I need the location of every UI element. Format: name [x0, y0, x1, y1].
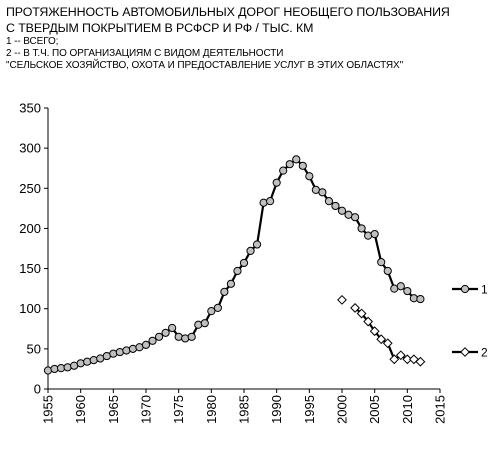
series-1-point: [357, 224, 366, 233]
legend-1-label: 1: [481, 283, 488, 297]
series-2-point: [415, 356, 426, 367]
series-1-point: [187, 332, 196, 341]
series-1-point: [109, 349, 118, 358]
series-1-point: [396, 282, 405, 291]
series-2-point: [389, 354, 400, 365]
x-tick-label: 2015: [433, 395, 448, 424]
series-1-point: [239, 258, 249, 268]
series-1-point: [200, 319, 209, 328]
x-tick-label: 1980: [204, 395, 219, 424]
series-2-point: [395, 350, 406, 361]
series-1-point: [207, 307, 216, 316]
series-1-point: [350, 213, 360, 222]
chart-header: ПРОТЯЖЕННОСТЬ АВТОМОБИЛЬНЫХ ДОРОГ НЕОБЩЕ…: [6, 4, 492, 72]
series-1-point: [76, 359, 85, 368]
series-1-point: [128, 344, 138, 353]
legend-2-marker: [460, 347, 470, 357]
x-tick-label: 1995: [302, 395, 317, 424]
series-2-point: [337, 294, 347, 305]
series-1-point: [370, 229, 379, 239]
series-1-point: [115, 347, 124, 357]
series-1-point: [298, 161, 307, 170]
series-1-point: [89, 355, 98, 365]
x-tick-label: 1960: [73, 395, 88, 424]
series-1-point: [331, 201, 340, 211]
series-1-point: [259, 198, 268, 207]
x-tick-label: 2000: [335, 395, 350, 424]
x-tick-label: 2010: [400, 395, 415, 424]
series-1-point: [285, 160, 294, 169]
series-1-point: [63, 363, 72, 372]
y-tick-label: 0: [34, 382, 41, 397]
x-tick-label: 1970: [139, 395, 154, 424]
series-1-point: [122, 346, 131, 355]
series-1-point: [403, 286, 412, 296]
series-1-point: [141, 340, 151, 349]
chart-note-line-2: 2 -- В Т.Ч. ПО ОРГАНИЗАЦИЯМ С ВИДОМ ДЕЯТ…: [6, 48, 284, 59]
series-1-point: [154, 332, 164, 341]
series-1-point: [324, 197, 334, 206]
legend-2-label: 2: [481, 346, 488, 360]
series-1-point: [246, 246, 255, 256]
series-1-point: [252, 240, 262, 249]
y-tick-label: 50: [27, 341, 41, 356]
series-1-point: [383, 266, 392, 276]
y-tick-label: 150: [19, 261, 41, 276]
series-1-point: [272, 178, 281, 187]
chart-note-line-1: 1 -- ВСЕГО;: [6, 36, 59, 47]
x-tick-label: 1955: [41, 395, 56, 424]
y-tick-label: 350: [19, 101, 41, 116]
x-tick-label: 1975: [171, 395, 186, 424]
series-2-point: [350, 303, 360, 313]
x-tick-label: 1990: [269, 395, 284, 424]
series-2-point: [382, 338, 393, 349]
series-1-point: [266, 197, 275, 206]
chart-title-line-1: ПРОТЯЖЕННОСТЬ АВТОМОБИЛЬНЫХ ДОРОГ НЕОБЩЕ…: [6, 5, 450, 19]
series-1-point: [181, 334, 190, 343]
series-1-point: [220, 287, 229, 296]
series-1-point: [174, 332, 183, 341]
series-1-point: [213, 303, 222, 313]
y-tick-label: 250: [19, 181, 41, 196]
series-1-point: [364, 231, 373, 240]
y-tick-label: 100: [19, 301, 41, 316]
series-1-point: [83, 357, 92, 366]
y-tick-label: 200: [19, 221, 41, 236]
series-1-point: [161, 328, 170, 337]
series-1-point: [416, 294, 425, 304]
series-1-point: [305, 172, 314, 181]
series-2-point: [402, 354, 413, 365]
series-1-point: [377, 258, 386, 267]
series-2-point: [356, 308, 367, 319]
series-1-point: [292, 155, 301, 164]
x-tick-label: 1965: [106, 395, 121, 424]
series-1-point: [337, 206, 347, 215]
x-tick-label: 2005: [367, 395, 382, 424]
series-1-point: [318, 188, 327, 197]
series-1-point: [194, 320, 203, 329]
series-2-point: [376, 334, 387, 345]
series-2-point: [363, 316, 374, 327]
y-tick-label: 300: [19, 141, 41, 156]
series-1-point: [226, 279, 236, 288]
series-2-point: [369, 326, 380, 337]
chart-title-line-2: С ТВЕРДЫМ ПОКРЫТИЕМ В РСФСР И РФ / ТЫС. …: [6, 21, 314, 35]
series-1-point: [233, 266, 242, 276]
series-1-line: [47, 158, 421, 372]
chart-note-line-3: "СЕЛЬСКОЕ ХОЗЯЙСТВО, ОХОТА И ПРЕДОСТАВЛЕ…: [6, 60, 404, 71]
series-1-point: [279, 166, 288, 175]
legend-1-marker: [460, 284, 470, 294]
x-tick-label: 1985: [237, 395, 252, 424]
series-1-point: [168, 323, 177, 333]
series-2-line: [354, 307, 421, 363]
series-1-point: [43, 366, 53, 375]
series-1-point: [148, 336, 157, 345]
